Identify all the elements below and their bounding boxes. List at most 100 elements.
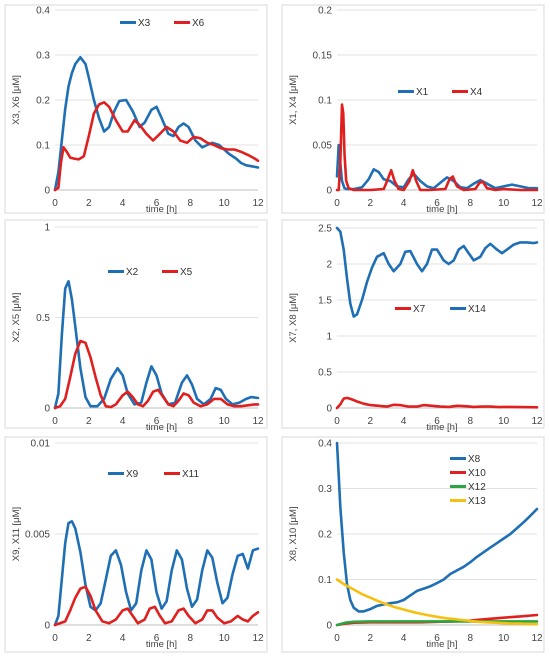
x-tick-label: 12: [252, 198, 264, 209]
x-tick-label: 10: [219, 633, 231, 644]
y-tick-label: 0.005: [25, 530, 50, 541]
x-tick-label: 10: [498, 633, 510, 644]
legend-entry: X1: [416, 87, 429, 98]
y-tick-label: 0: [326, 621, 332, 632]
y-tick-label: 0.2: [36, 96, 50, 107]
x-tick-label: 0: [334, 416, 340, 427]
panel-frame: [281, 436, 545, 653]
x-tick-label: 2: [86, 416, 92, 427]
legend-entry: X3: [138, 18, 151, 29]
x-tick-label: 12: [252, 633, 264, 644]
legend-entry: X6: [192, 18, 205, 29]
x-tick-label: 4: [120, 198, 126, 209]
x-tick-label: 6: [154, 633, 160, 644]
legend-entry: X9: [126, 469, 139, 480]
x-tick-label: 2: [86, 633, 92, 644]
x-tick-label: 6: [434, 416, 440, 427]
y-tick-label: 0.2: [318, 6, 332, 17]
x-tick-label: 2: [368, 416, 374, 427]
x-tick-label: 8: [468, 198, 474, 209]
y-tick-label: 0: [326, 404, 332, 415]
x-tick-label: 10: [498, 198, 510, 209]
y-tick-label: 0.1: [318, 575, 332, 586]
x-tick-label: 0: [52, 198, 58, 209]
legend-entry: X7: [413, 304, 426, 315]
legend-entry: X11: [182, 469, 199, 480]
x-axis-label: time [h]: [426, 639, 457, 650]
x-tick-label: 8: [188, 633, 194, 644]
x-tick-label: 8: [188, 198, 194, 209]
x-tick-label: 6: [434, 198, 440, 209]
y-axis-label: X1, X4 [μM]: [288, 75, 299, 125]
y-tick-label: 0.4: [36, 6, 50, 17]
y-tick-label: 0.3: [318, 484, 332, 495]
y-axis-label: X8, X10 [μM]: [288, 506, 299, 561]
y-tick-label: 0.5: [318, 368, 332, 379]
x-tick-label: 8: [188, 416, 194, 427]
chart-panel-4: 0 0.5 1 1.5 2 2.5 0 2 4 6 8 10 12 time [h] X7, X8 [μM]…: [281, 219, 545, 433]
legend-entry: X12: [468, 482, 486, 493]
x-tick-label: 12: [531, 633, 543, 644]
x-tick-label: 4: [120, 416, 126, 427]
x-tick-label: 2: [368, 198, 374, 209]
x-axis-label: time [h]: [426, 204, 457, 215]
series-line-x7: [335, 396, 539, 410]
x-tick-label: 12: [252, 416, 264, 427]
legend-entry: X5: [180, 267, 193, 278]
y-tick-label: 1: [44, 223, 50, 234]
series-line-x5: [53, 339, 260, 410]
panel-frame: [281, 4, 545, 214]
y-tick-label: 2.5: [318, 224, 332, 235]
x-tick-label: 4: [401, 416, 407, 427]
x-tick-label: 2: [368, 633, 374, 644]
y-tick-label: 1.5: [318, 296, 332, 307]
series-line-x12: [335, 620, 539, 627]
x-tick-label: 0: [52, 416, 58, 427]
x-axis-label: time [h]: [146, 422, 177, 433]
y-tick-label: 0.3: [36, 51, 50, 62]
x-tick-label: 10: [219, 416, 231, 427]
legend-entry: X13: [468, 496, 486, 507]
x-axis-label: time [h]: [146, 204, 177, 215]
series-line-x11: [53, 585, 260, 627]
y-tick-label: 2: [326, 260, 332, 271]
y-tick-label: 0: [326, 186, 332, 197]
y-axis-label: X9, X11 [μM]: [11, 507, 22, 561]
y-tick-label: 0.1: [36, 141, 50, 152]
y-tick-label: 1: [326, 332, 332, 343]
y-tick-label: 0.05: [313, 141, 333, 152]
y-tick-label: 0.2: [318, 530, 332, 541]
x-tick-label: 6: [154, 416, 160, 427]
y-tick-label: 0.1: [318, 96, 332, 107]
x-tick-label: 6: [154, 198, 160, 209]
x-tick-label: 0: [334, 633, 340, 644]
series-line-x14: [335, 226, 539, 318]
y-tick-label: 0.5: [36, 313, 50, 324]
legend-entry: X10: [468, 468, 486, 479]
legend-entry: X8: [468, 454, 481, 465]
chart-panel-2: 0 0.05 0.1 0.15 0.2 0 2 4 6 8 10 12 time [h] X1, X4 […: [281, 4, 545, 215]
y-tick-label: 0: [44, 186, 50, 197]
legend-entry: X2: [126, 267, 139, 278]
series-line-x6: [53, 101, 260, 192]
x-tick-label: 12: [531, 198, 543, 209]
x-tick-label: 0: [52, 633, 58, 644]
chart-panel-1: 0 0.1 0.2 0.3 0.4 0 2 4 6 8 10 12 time [h] X3, X6 [μM…: [4, 4, 268, 215]
y-tick-label: 0: [44, 404, 50, 415]
chart-panel-5: 0 0.005 0.01 0 2 4 6 8 10 12 time [h] X9, X11 [μM] X…: [4, 436, 268, 653]
legend-entry: X4: [470, 87, 483, 98]
x-tick-label: 0: [334, 198, 340, 209]
x-tick-label: 8: [468, 416, 474, 427]
series-line-x2: [53, 279, 260, 410]
x-tick-label: 6: [434, 633, 440, 644]
chart-panel-6: 0 0.1 0.2 0.3 0.4 0 2 4 6 8 10 12 time [h] X8, X10 [μ…: [281, 436, 545, 653]
x-tick-label: 8: [468, 633, 474, 644]
series-line-x9: [53, 519, 260, 627]
panel-frame: [4, 436, 268, 653]
x-tick-label: 4: [120, 633, 126, 644]
panel-frame: [4, 4, 268, 214]
y-axis-label: X2, X5 [μM]: [11, 293, 22, 343]
x-tick-label: 12: [531, 416, 543, 427]
x-tick-label: 4: [401, 633, 407, 644]
